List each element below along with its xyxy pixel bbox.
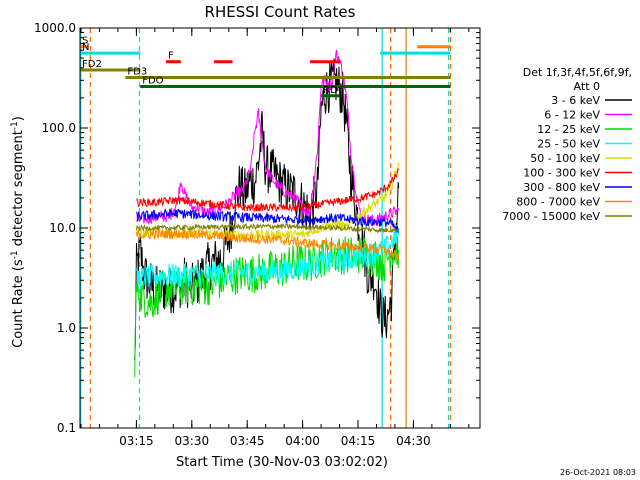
legend-title-line2: Att 0 [574, 80, 600, 93]
y-axis-label: Count Rate (s-1 detector segment-1) [10, 116, 26, 348]
y-axis-label-part1: Count Rate (s [11, 259, 26, 348]
y-axis-label-sup2: -1 [10, 121, 20, 130]
legend-entry-label: 50 - 100 keV [530, 152, 600, 165]
series-line [136, 167, 400, 213]
x-tick-label: 04:15 [341, 434, 376, 448]
legend-title-line1: Det 1f,3f,4f,5f,6f,9f, [523, 66, 632, 79]
state-bar-label: N [82, 42, 89, 53]
state-bar-label: FD3 [127, 66, 147, 77]
series-line [134, 236, 400, 378]
state-bar-label: FDO [142, 76, 163, 87]
y-tick-label: 0.1 [57, 421, 76, 435]
x-tick-label: 03:30 [175, 434, 210, 448]
legend-entry-label: 7000 - 15000 keV [502, 210, 600, 223]
x-tick-label: 03:45 [230, 434, 265, 448]
y-tick-label: 1000.0 [34, 21, 76, 35]
y-axis-label-part2: detector segment [11, 130, 26, 250]
series-line [136, 208, 400, 233]
series-line [136, 227, 400, 261]
chart-title: RHESSI Count Rates [205, 3, 356, 21]
series-group [134, 50, 400, 378]
x-tick-label: 04:30 [396, 434, 431, 448]
legend-entry-label: 25 - 50 keV [537, 138, 600, 151]
state-bar-label: FD2 [82, 59, 102, 70]
legend-entry-label: 3 - 6 keV [551, 94, 600, 107]
y-tick-label: 1.0 [57, 321, 76, 335]
series-line [136, 50, 400, 227]
x-tick-label: 04:00 [285, 434, 320, 448]
series-line [136, 226, 400, 290]
series-line [136, 222, 399, 234]
state-bar-label: F [168, 51, 174, 62]
x-axis: 03:15 03:30 03:45 04:00 04:15 04:30 [80, 28, 470, 448]
y-axis-label-part3: ) [11, 116, 26, 121]
y-tick-label: 10.0 [49, 221, 76, 235]
y-tick-label: 100.0 [42, 121, 76, 135]
y-axis: 0.1 1.0 10.0 100.0 1000.0 [34, 21, 480, 435]
legend-entry-label: 800 - 7000 keV [516, 196, 600, 209]
y-axis-label-sup1: -1 [10, 250, 20, 259]
legend-entry-label: 12 - 25 keV [537, 123, 600, 136]
legend-entry-label: 300 - 800 keV [523, 181, 600, 194]
x-axis-label: Start Time (30-Nov-03 03:02:02) [176, 455, 388, 470]
timestamp: 26-Oct-2021 08:03 [560, 468, 636, 477]
state-bar-label: S [82, 36, 88, 47]
state-bar-label: RD6 [323, 85, 344, 96]
legend-entry-label: 100 - 300 keV [523, 167, 600, 180]
legend-entry-label: 6 - 12 keV [544, 109, 600, 122]
x-tick-label: 03:15 [119, 434, 154, 448]
